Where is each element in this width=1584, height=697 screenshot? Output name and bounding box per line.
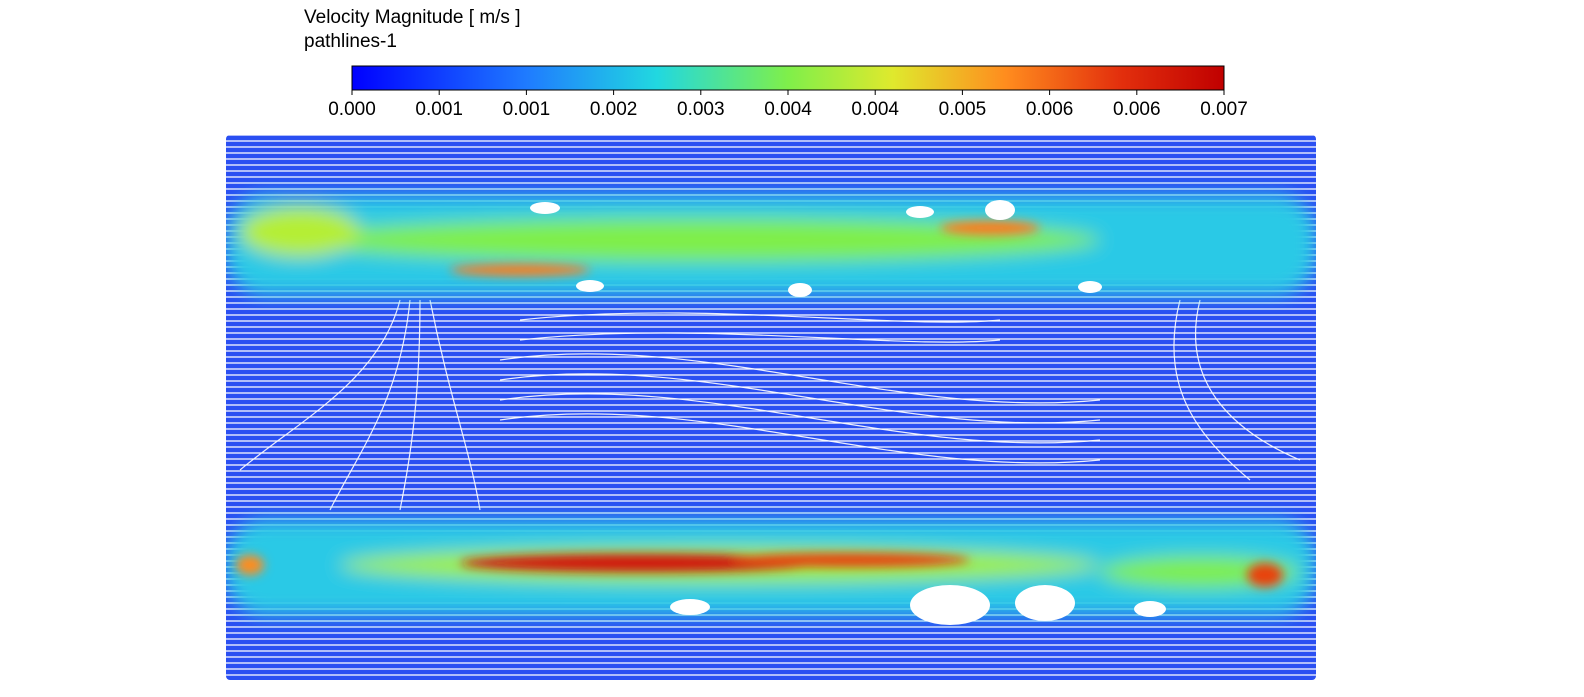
colorbar bbox=[351, 65, 1225, 91]
colorbar-tick-label: 0.006 bbox=[1113, 99, 1161, 120]
colorbar-tick-label: 0.005 bbox=[939, 99, 987, 120]
colorbar-tick-label: 0.002 bbox=[590, 99, 638, 120]
colorbar-tick-label: 0.007 bbox=[1200, 99, 1248, 120]
legend-title: Velocity Magnitude [ m/s ] bbox=[304, 7, 521, 28]
colorbar-ticks: 0.000 0.001 0.001 0.002 0.003 0.004 0.004 0.005… bbox=[328, 90, 1248, 120]
colorbar-tick-label: 0.004 bbox=[764, 99, 812, 120]
colorbar-tick-label: 0.003 bbox=[677, 99, 725, 120]
flow-field bbox=[226, 135, 1316, 680]
legend-subtitle: pathlines-1 bbox=[304, 31, 397, 52]
colorbar-tick-label: 0.001 bbox=[415, 99, 463, 120]
colorbar-tick-label: 0.004 bbox=[851, 99, 899, 120]
colorbar-tick-label: 0.000 bbox=[328, 99, 376, 120]
colorbar-tick-label: 0.006 bbox=[1026, 99, 1074, 120]
colorbar-tick-label: 0.001 bbox=[503, 99, 551, 120]
